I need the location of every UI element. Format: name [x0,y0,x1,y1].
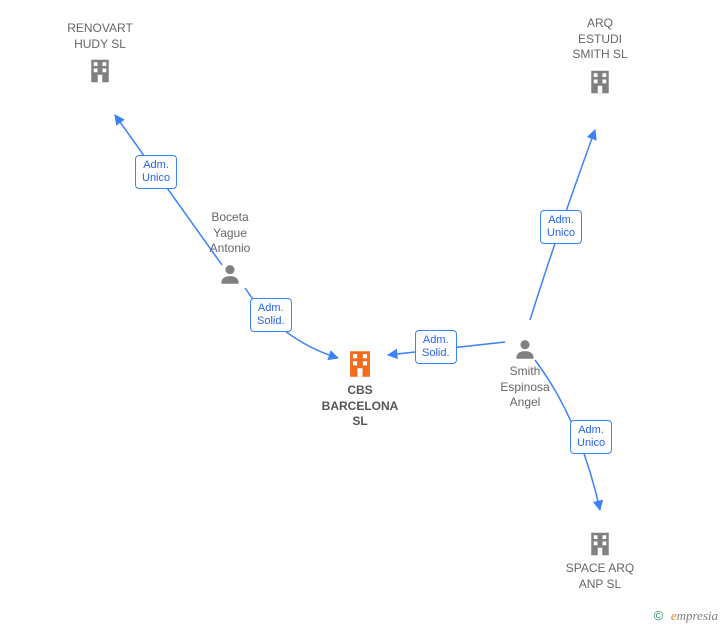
edge-label-smith-space: Adm.Unico [570,420,612,454]
building-icon [540,529,660,559]
node-smith: SmithEspinosaAngel [465,332,585,411]
watermark: © empresia [654,608,718,624]
edge-label-smith-arq: Adm.Unico [540,210,582,244]
edge-label-smith-cbs: Adm.Solid. [415,330,457,364]
edge-label-boceta-cbs: Adm.Solid. [250,298,292,332]
copyright-symbol: © [654,608,664,623]
node-label: ARQESTUDISMITH SL [540,16,660,63]
node-renovart: RENOVARTHUDY SL [40,21,160,86]
node-space: SPACE ARQANP SL [540,525,660,592]
node-label: RENOVARTHUDY SL [40,21,160,52]
node-label: SmithEspinosaAngel [465,364,585,411]
node-label: SPACE ARQANP SL [540,561,660,592]
node-boceta: BocetaYagueAntonio [170,208,290,287]
node-cbs: CBSBARCELONASL [300,343,420,430]
building-icon [300,347,420,381]
building-icon [40,56,160,86]
node-label: CBSBARCELONASL [300,383,420,430]
node-label: BocetaYagueAntonio [170,210,290,257]
node-arq: ARQESTUDISMITH SL [540,16,660,97]
building-icon [540,67,660,97]
edge-label-boceta-renovart: Adm.Unico [135,155,177,189]
brand-rest: mpresia [677,608,718,623]
person-icon [465,336,585,362]
person-icon [170,261,290,287]
